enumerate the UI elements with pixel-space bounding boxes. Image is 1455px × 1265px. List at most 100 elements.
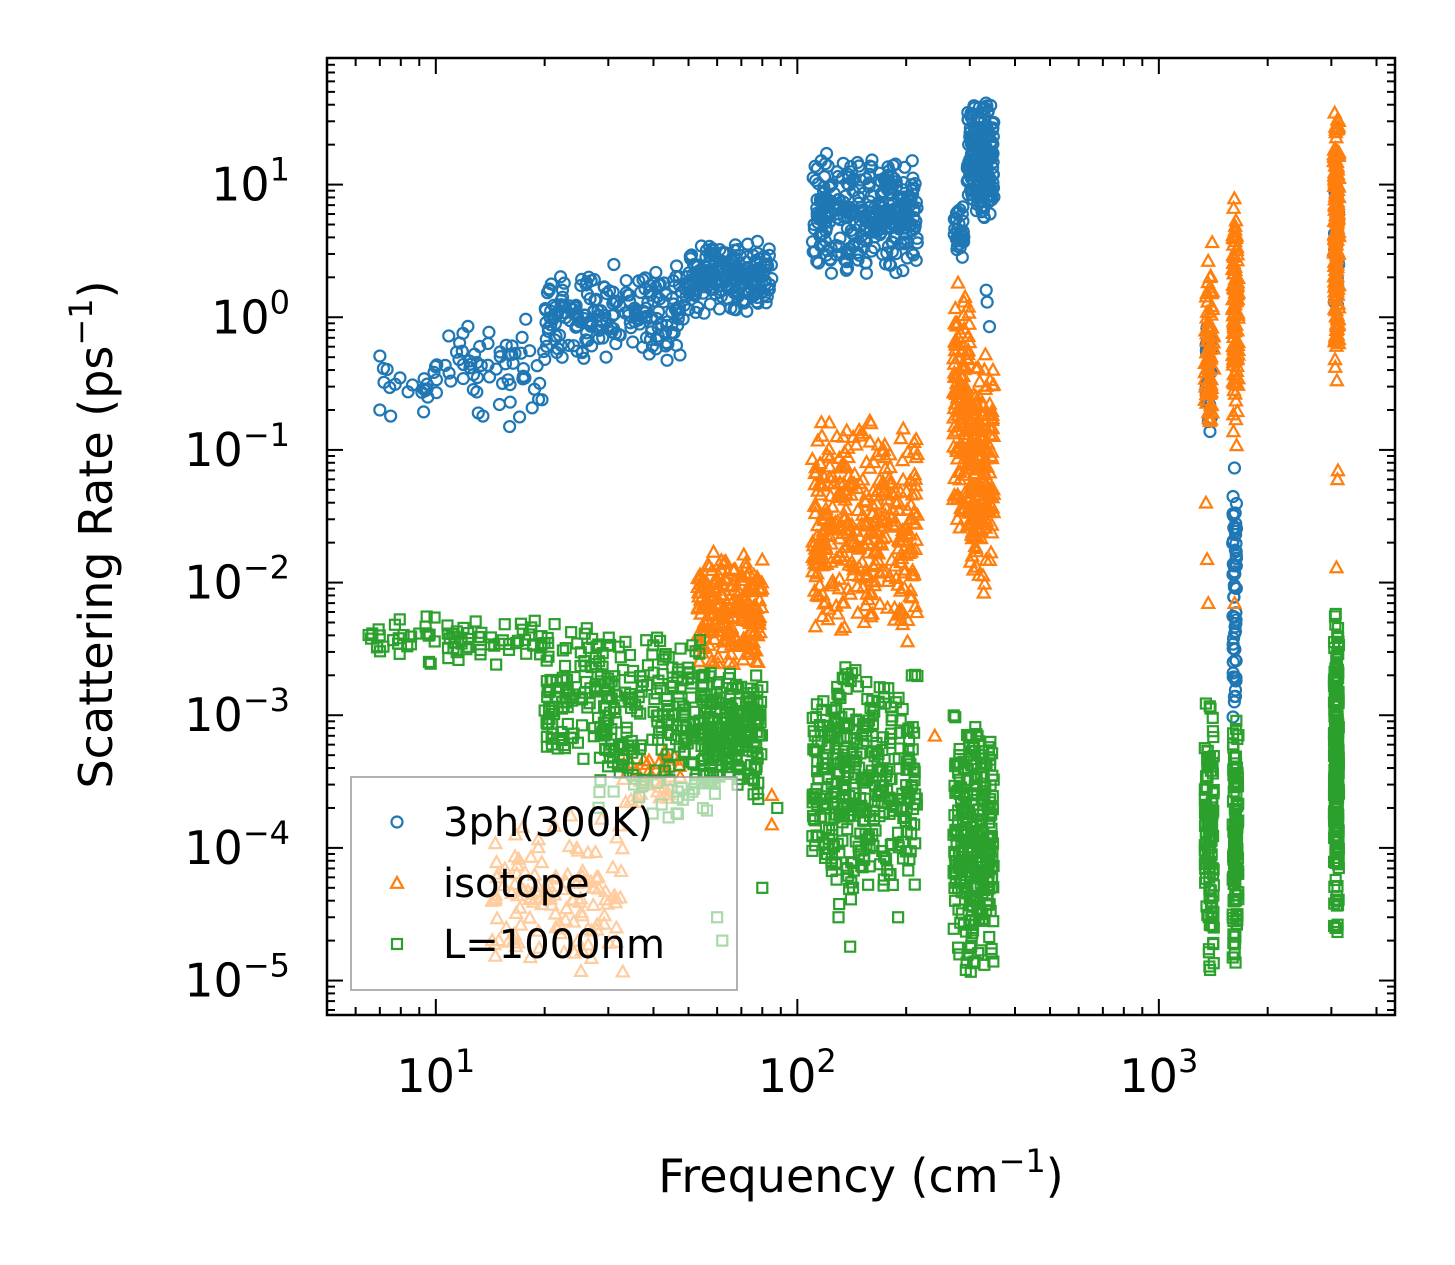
triangle-point <box>849 578 866 593</box>
triangle-point <box>703 587 719 602</box>
triangle-point <box>846 538 863 554</box>
triangle-point <box>831 547 848 563</box>
triangle-point <box>1201 317 1218 333</box>
square-point <box>372 623 385 636</box>
triangle-point <box>1227 221 1244 236</box>
triangle-point <box>985 361 1001 376</box>
circle-point <box>503 419 517 434</box>
square-point <box>845 876 858 889</box>
triangle-point <box>838 459 855 474</box>
circle-point <box>376 361 391 376</box>
square-point <box>1201 848 1215 862</box>
legend-circle-icon <box>390 815 404 829</box>
circle-point <box>466 383 480 397</box>
circle-point <box>806 245 820 259</box>
circle-point <box>806 171 820 185</box>
square-point <box>592 638 605 651</box>
triangle-point <box>711 555 728 571</box>
triangle-point <box>967 426 984 441</box>
triangle-point <box>1228 229 1244 244</box>
triangle-point <box>892 553 909 569</box>
y-tick-label: 10−5 <box>184 947 290 1008</box>
circle-point <box>909 214 923 228</box>
circle-point <box>541 324 556 338</box>
triangle-point <box>816 511 832 527</box>
triangle-point <box>973 405 990 420</box>
legend: 3ph(300K) isotope L=1000nm <box>350 776 738 991</box>
square-point <box>807 812 820 826</box>
triangle-point <box>947 299 964 315</box>
square-point <box>819 802 832 815</box>
circle-point <box>633 317 647 331</box>
triangle-point <box>807 459 824 474</box>
circle-point <box>955 207 969 221</box>
square-point <box>371 640 384 653</box>
square-point <box>862 714 876 727</box>
square-point <box>851 806 865 819</box>
square-point <box>953 948 966 961</box>
circle-point <box>836 195 850 209</box>
triangle-point <box>849 501 866 517</box>
circle-point <box>905 154 919 168</box>
triangle-point <box>1204 300 1221 316</box>
circle-point <box>850 155 865 170</box>
triangle-point <box>840 439 856 454</box>
triangle-point <box>945 425 962 440</box>
square-point <box>982 897 995 911</box>
triangle-point <box>902 472 919 487</box>
triangle-point <box>870 545 887 560</box>
triangle-point <box>879 491 896 506</box>
square-point <box>909 788 922 801</box>
square-point <box>731 682 745 695</box>
triangle-point <box>840 580 857 595</box>
square-point <box>840 730 853 743</box>
triangle-point <box>742 622 758 638</box>
square-point <box>559 642 572 655</box>
square-point <box>669 733 683 746</box>
circle-point <box>665 317 679 332</box>
triangle-point <box>884 500 901 515</box>
square-point <box>951 784 964 797</box>
circle-point <box>461 319 475 334</box>
triangle-point <box>726 581 743 597</box>
circle-point <box>682 266 696 280</box>
circle-point <box>712 263 727 277</box>
triangle-point <box>895 420 912 435</box>
triangle-point <box>741 605 758 620</box>
square-point <box>905 828 918 841</box>
circle-point <box>567 307 581 322</box>
circle-point <box>548 300 563 314</box>
circle-point <box>515 330 529 345</box>
triangle-point <box>865 558 882 573</box>
square-point <box>987 955 1000 968</box>
triangle-point <box>975 584 992 599</box>
triangle-point <box>811 554 827 569</box>
triangle-point <box>883 474 900 489</box>
square-point <box>869 824 882 837</box>
triangle-point <box>1226 594 1243 610</box>
square-point <box>844 940 857 953</box>
square-point <box>599 700 613 713</box>
triangle-point <box>744 634 761 649</box>
triangle-point <box>813 414 830 429</box>
square-point <box>949 711 962 724</box>
square-point <box>949 876 962 889</box>
triangle-point <box>1326 104 1343 119</box>
circle-point <box>557 276 571 290</box>
triangle-point <box>1227 319 1244 334</box>
circle-point <box>1226 666 1240 680</box>
triangle-point <box>961 315 978 330</box>
square-point <box>676 674 689 687</box>
triangle-point <box>966 465 983 480</box>
triangle-point <box>848 436 865 451</box>
triangle-point <box>842 521 859 536</box>
triangle-point <box>639 755 655 771</box>
triangle-point <box>807 504 824 520</box>
circle-point <box>523 344 537 358</box>
triangle-point <box>845 428 862 444</box>
square-point <box>490 658 503 671</box>
triangle-point <box>1327 351 1343 366</box>
circle-point <box>740 304 754 318</box>
square-point <box>966 861 979 874</box>
axes-frame <box>325 56 1397 1017</box>
